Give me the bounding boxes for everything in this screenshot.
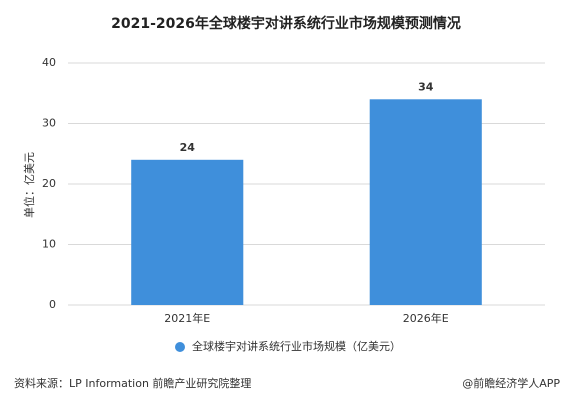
credit: @前瞻经济学人APP xyxy=(462,376,560,390)
y-tick-label: 30 xyxy=(42,117,56,130)
legend-label: 全球楼宇对讲系统行业市场规模（亿美元） xyxy=(192,339,401,353)
y-tick-label: 40 xyxy=(42,56,56,69)
x-tick-label: 2021年E xyxy=(164,311,210,325)
chart-title: 2021-2026年全球楼宇对讲系统行业市场规模预测情况 xyxy=(111,15,461,32)
value-label: 34 xyxy=(418,80,434,93)
y-tick-label: 0 xyxy=(49,298,56,311)
bar xyxy=(131,159,244,305)
bar xyxy=(369,99,482,305)
value-label: 24 xyxy=(180,141,196,154)
y-tick-label: 20 xyxy=(42,177,56,190)
y-axis-label: 单位：亿美元 xyxy=(22,152,36,218)
legend-marker xyxy=(175,342,185,352)
x-tick-label: 2026年E xyxy=(403,311,449,325)
source: 资料来源：LP Information 前瞻产业研究院整理 xyxy=(14,376,251,390)
y-tick-label: 10 xyxy=(42,238,56,251)
